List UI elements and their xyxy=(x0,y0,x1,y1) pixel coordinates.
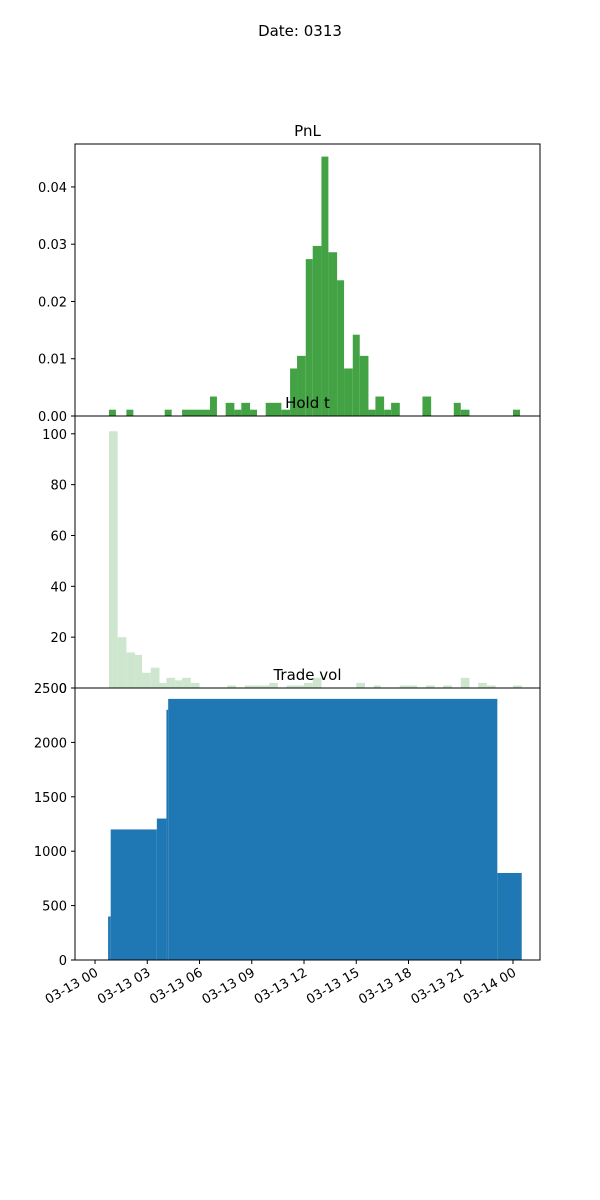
trade-vol-y-axis: 0 500 1000 1500 2000 2500 xyxy=(34,682,75,969)
hold-time-bar-22 xyxy=(460,677,470,688)
pnl-bar-8 xyxy=(250,409,257,416)
hold-time-bar-23 xyxy=(478,682,487,688)
hold-time-y-tick-label: 100 xyxy=(42,428,67,443)
hold-time-bar-18 xyxy=(373,685,381,688)
pnl-bar-11 xyxy=(290,368,298,416)
pnl-bar-0 xyxy=(108,409,116,416)
hold-time-bar-21 xyxy=(443,685,453,688)
trade-vol-step-2 xyxy=(156,818,167,960)
trade-vol-y-tick-label: 2500 xyxy=(34,682,67,697)
hold-time-bar-12 xyxy=(244,685,270,688)
trade-vol-y-tick-label: 1500 xyxy=(34,791,67,806)
pnl-bar-19 xyxy=(352,334,360,416)
trade-vol-step-1 xyxy=(110,829,157,960)
trade-vol-y-tick-label: 2000 xyxy=(34,736,67,751)
hold-time-y-tick-label: 20 xyxy=(50,631,67,646)
pnl-bar-1 xyxy=(126,409,134,416)
trade-vol-step-5 xyxy=(497,872,522,960)
pnl-bar-22 xyxy=(375,396,385,416)
pnl-bar-20 xyxy=(359,355,369,416)
hold-time-y-tick-label: 40 xyxy=(50,580,67,595)
figure-title: Date: 0313 xyxy=(258,22,342,40)
pnl-bar-28 xyxy=(513,409,520,416)
pnl-bar-18 xyxy=(344,368,353,416)
hold-time-y-tick-label: 0 xyxy=(59,682,67,697)
hold-time-bar-1 xyxy=(117,637,127,688)
trade-vol-y-tick-label: 500 xyxy=(42,900,67,915)
pnl-y-tick-label: 0.01 xyxy=(38,353,67,368)
hold-time-bar-0 xyxy=(108,431,118,688)
trade-vol-panel: 0 500 1000 1500 2000 2500 Trade vol xyxy=(34,666,541,969)
hold-time-y-axis: 0 20 40 60 80 100 xyxy=(42,428,75,697)
trade-vol-y-tick-label: 1000 xyxy=(34,845,67,860)
hold-time-title: Hold t xyxy=(285,394,330,412)
trade-vol-frame xyxy=(74,687,541,961)
hold-time-bar-11 xyxy=(227,685,237,688)
pnl-bar-2 xyxy=(164,409,172,416)
pnl-y-tick-label: 0.02 xyxy=(38,295,67,310)
hold-time-bar-2 xyxy=(126,652,136,688)
pnl-bar-10 xyxy=(281,409,291,416)
trade-vol-title: Trade vol xyxy=(272,666,341,684)
pnl-bar-25 xyxy=(422,396,432,416)
pnl-bar-4 xyxy=(209,396,217,416)
pnl-bar-15 xyxy=(321,156,329,416)
pnl-bars xyxy=(108,156,520,416)
pnl-bar-24 xyxy=(391,402,400,416)
hold-time-bar-14 xyxy=(286,685,305,688)
pnl-bar-3 xyxy=(182,409,210,416)
pnl-panel: 0.00 0.01 0.02 0.03 0.04 PnL xyxy=(38,122,541,425)
hold-time-bar-13 xyxy=(269,682,278,688)
pnl-y-tick-label: 0.00 xyxy=(38,410,67,425)
hold-time-bar-9 xyxy=(182,677,191,688)
pnl-bar-12 xyxy=(297,355,306,416)
hold-time-bar-3 xyxy=(135,654,143,688)
hold-time-bar-4 xyxy=(142,672,151,688)
pnl-bar-16 xyxy=(328,252,338,416)
pnl-bar-17 xyxy=(337,280,345,416)
pnl-bar-26 xyxy=(453,402,461,416)
hold-time-bar-17 xyxy=(356,682,365,688)
pnl-y-tick-label: 0.04 xyxy=(38,181,67,196)
pnl-bar-14 xyxy=(312,245,322,416)
pnl-bar-7 xyxy=(241,402,251,416)
hold-time-bar-8 xyxy=(175,680,183,688)
hold-time-panel: 0 20 40 60 80 100 Hold t xyxy=(42,394,541,697)
pnl-bar-21 xyxy=(368,409,376,416)
hold-time-bar-7 xyxy=(166,677,176,688)
hold-time-y-tick-label: 60 xyxy=(50,529,67,544)
hold-time-bar-20 xyxy=(425,685,435,688)
hold-time-bar-6 xyxy=(159,682,167,688)
trade-vol-area xyxy=(108,698,522,960)
trade-vol-step-3 xyxy=(166,709,169,960)
pnl-bar-27 xyxy=(460,409,470,416)
pnl-y-axis: 0.00 0.01 0.02 0.03 0.04 xyxy=(38,181,75,425)
trade-vol-step-4 xyxy=(168,698,498,960)
hold-time-bars xyxy=(108,431,522,688)
hold-time-bar-24 xyxy=(486,685,496,688)
hold-time-bar-5 xyxy=(150,667,160,688)
trade-vol-y-tick-label: 0 xyxy=(59,954,67,969)
pnl-bar-6 xyxy=(234,409,242,416)
hold-time-bar-15 xyxy=(304,682,313,688)
pnl-y-tick-label: 0.03 xyxy=(38,238,67,253)
hold-time-bar-25 xyxy=(513,685,522,688)
pnl-bar-13 xyxy=(305,259,313,416)
pnl-bar-5 xyxy=(225,402,235,416)
hold-time-bar-16 xyxy=(312,677,322,688)
hold-time-bar-19 xyxy=(399,685,418,688)
pnl-title: PnL xyxy=(294,122,321,140)
pnl-bar-23 xyxy=(384,409,392,416)
hold-time-bar-10 xyxy=(190,682,200,688)
trade-vol-step-0 xyxy=(108,916,111,960)
hold-time-y-tick-label: 80 xyxy=(50,479,67,494)
pnl-bar-9 xyxy=(265,402,282,416)
